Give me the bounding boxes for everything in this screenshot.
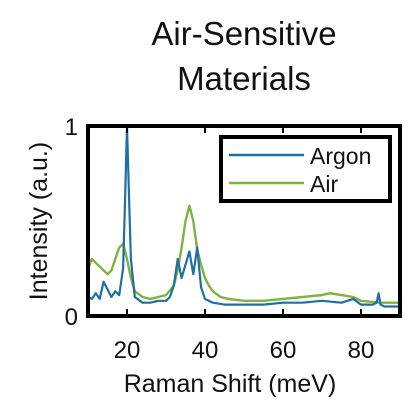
chart-title-line-2: Materials (177, 60, 311, 97)
legend-label-air: Air (310, 171, 338, 197)
chart-title-line-1: Air-Sensitive (151, 15, 336, 52)
legend: Argon Air (219, 135, 392, 203)
y-axis-label: Intensity (a.u.) (25, 142, 53, 300)
x-axis-label: Raman Shift (meV) (124, 370, 337, 398)
x-tick-label: 20 (114, 337, 141, 364)
series-line-air (88, 204, 400, 304)
legend-box (219, 135, 392, 203)
plot-area-frame (86, 124, 402, 318)
y-tick-label: 1 (65, 114, 78, 141)
x-tick-label: 80 (348, 337, 375, 364)
legend-label-argon: Argon (310, 143, 371, 169)
x-tick-label: 60 (270, 337, 297, 364)
x-axis-ticks: 20 40 60 80 (114, 126, 375, 364)
x-tick-label: 40 (192, 337, 219, 364)
series-line-argon (88, 126, 400, 308)
y-tick-label: 0 (65, 304, 78, 331)
y-axis-ticks: 01 (65, 114, 95, 331)
